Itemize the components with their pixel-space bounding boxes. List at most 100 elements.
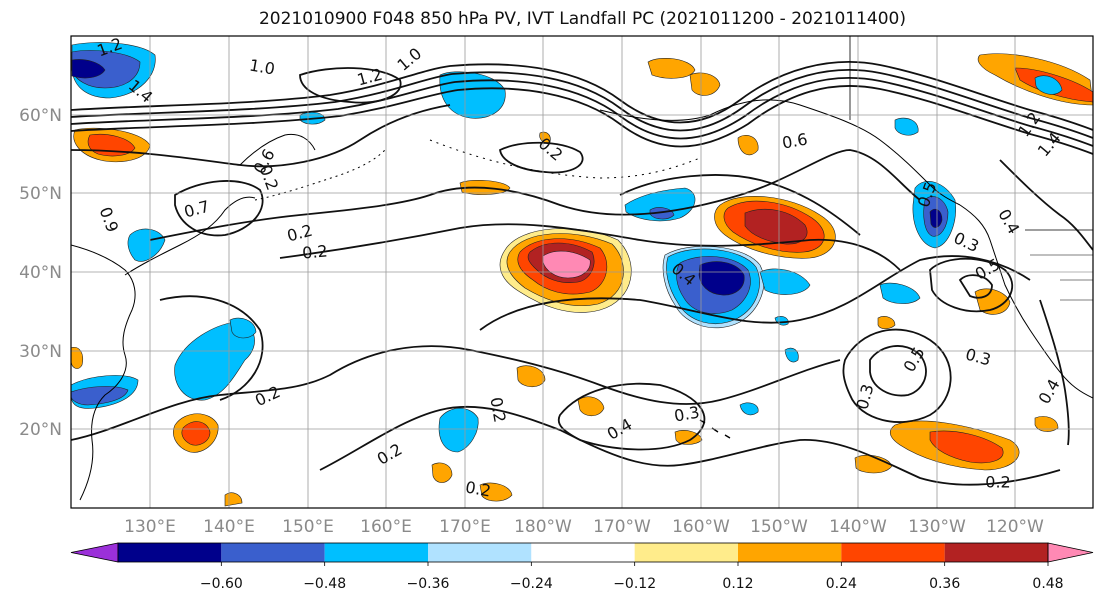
pv-positive-anomaly xyxy=(577,396,605,417)
colorbar-frame xyxy=(117,542,1049,563)
colorbar-segment xyxy=(531,543,635,562)
latitude-label: 50°N xyxy=(19,184,62,204)
colorbar-tick-label: −0.48 xyxy=(303,576,346,592)
ivt-contour xyxy=(929,257,1014,313)
colorbar-tick-label: −0.12 xyxy=(613,576,656,592)
colorbar-tick-label: −0.36 xyxy=(407,576,450,592)
longitude-label: 150°W xyxy=(750,517,808,537)
pv-positive-anomaly xyxy=(877,316,896,330)
us-state-lines xyxy=(1030,254,1093,301)
ivt-contour xyxy=(71,345,841,441)
contour-label: 1.0 xyxy=(248,55,276,78)
colorbar-tick-label: 0.12 xyxy=(722,576,753,592)
longitude-label: 120°W xyxy=(986,517,1044,537)
colorbar-segment xyxy=(634,543,738,562)
aleutian-chain xyxy=(429,139,701,179)
ivt-contour xyxy=(619,174,861,236)
ivt-contour xyxy=(149,149,921,241)
pv-positive-anomaly xyxy=(674,430,703,445)
colorbar-tick-label: −0.24 xyxy=(510,576,553,592)
pv-negative-anomaly xyxy=(894,117,919,136)
alaska-coastline xyxy=(599,99,961,206)
ivt-contour xyxy=(842,328,952,423)
pv-negative-anomaly xyxy=(229,317,257,339)
ivt-contour xyxy=(71,85,1093,155)
map-title: 2021010900 F048 850 hPa PV, IVT Landfall… xyxy=(258,9,906,29)
map-frame xyxy=(70,35,1094,509)
pv-negative-anomaly xyxy=(71,50,141,89)
pv-negative-anomaly xyxy=(438,407,479,453)
pv-positive-anomaly xyxy=(744,208,808,245)
colorbar-lower-extension xyxy=(70,542,119,563)
ivt-contour xyxy=(71,104,451,168)
latitude-label: 40°N xyxy=(19,263,62,283)
longitude-label: 140°W xyxy=(829,517,887,537)
ivt-contour xyxy=(71,69,1093,139)
contour-label: 0.2 xyxy=(486,396,509,424)
longitude-label: 160°E xyxy=(360,517,412,537)
longitude-label: 130°E xyxy=(124,517,176,537)
colorbar-segment xyxy=(221,543,325,562)
north-america-coastline xyxy=(959,204,1093,399)
pv-positive-anomaly xyxy=(479,482,513,502)
contour-label: 0.2 xyxy=(464,477,492,500)
longitude-label: 170°W xyxy=(593,517,651,537)
longitude-label: 160°W xyxy=(672,517,730,537)
ivt-contour xyxy=(1039,299,1070,446)
pv-negative-anomaly xyxy=(759,268,811,295)
pv-positive-anomaly xyxy=(737,135,759,156)
pv-negative-anomaly xyxy=(71,386,129,406)
latitude-label: 60°N xyxy=(19,106,62,126)
asia-coastline xyxy=(71,244,136,501)
pv-positive-anomaly xyxy=(181,421,211,446)
graticule xyxy=(71,36,1093,508)
colorbar-tick-label: 0.48 xyxy=(1032,576,1063,592)
pv-negative-anomaly xyxy=(784,347,799,363)
longitude-label: 140°E xyxy=(203,517,255,537)
colorbar-upper-extension xyxy=(1047,542,1094,563)
ivt-contour xyxy=(279,223,901,271)
ivt-contour xyxy=(557,382,706,451)
ivt-contour xyxy=(319,405,1061,486)
contour-label: 0.2 xyxy=(301,241,328,262)
ivt-contour xyxy=(71,77,1093,147)
coastlines xyxy=(71,36,1093,501)
colorbar-segment xyxy=(428,543,532,562)
ivt-contour xyxy=(174,180,264,237)
pv-positive-anomaly xyxy=(647,57,696,79)
pv-positive-anomaly xyxy=(974,288,1011,315)
pv-positive-anomaly xyxy=(71,347,83,369)
pv-negative-anomaly xyxy=(1034,75,1063,95)
pv-negative-anomaly xyxy=(698,261,745,296)
colorbar-segment xyxy=(841,543,945,562)
pv-negative-anomaly xyxy=(174,321,255,401)
ivt-contour xyxy=(159,295,264,401)
pv-positive-anomaly xyxy=(1034,416,1059,432)
pv-negative-anomaly xyxy=(739,402,759,416)
ivt-contour xyxy=(479,255,1031,331)
contour-label: 0.6 xyxy=(781,129,809,152)
pv-positive-anomaly xyxy=(539,131,551,144)
colorbar xyxy=(70,542,1094,563)
pv-negative-anomaly xyxy=(127,228,166,262)
ivt-contour xyxy=(958,274,993,299)
kamchatka-coastline xyxy=(239,133,316,166)
colorbar-tick-label: 0.36 xyxy=(929,576,960,592)
longitude-label: 180°W xyxy=(514,517,572,537)
longitude-label: 150°E xyxy=(282,517,334,537)
pv-positive-anomaly xyxy=(431,462,453,483)
latitude-label: 30°N xyxy=(19,342,62,362)
pv-positive-anomaly xyxy=(929,430,1004,464)
pv-negative-anomaly xyxy=(71,59,106,79)
ivt-contour xyxy=(499,141,584,174)
pv-negative-anomaly xyxy=(879,282,921,304)
japan-coastline xyxy=(124,196,256,276)
colorbar-segment xyxy=(738,543,842,562)
pv-negative-anomaly xyxy=(929,208,943,228)
ivt-contour xyxy=(299,67,402,104)
ivt-contour xyxy=(999,159,1093,251)
colorbar-tick-label: −0.60 xyxy=(200,576,243,592)
colorbar-segment xyxy=(324,543,428,562)
latitude-labels: 60°N 50°N 40°N 30°N 20°N xyxy=(19,106,62,440)
